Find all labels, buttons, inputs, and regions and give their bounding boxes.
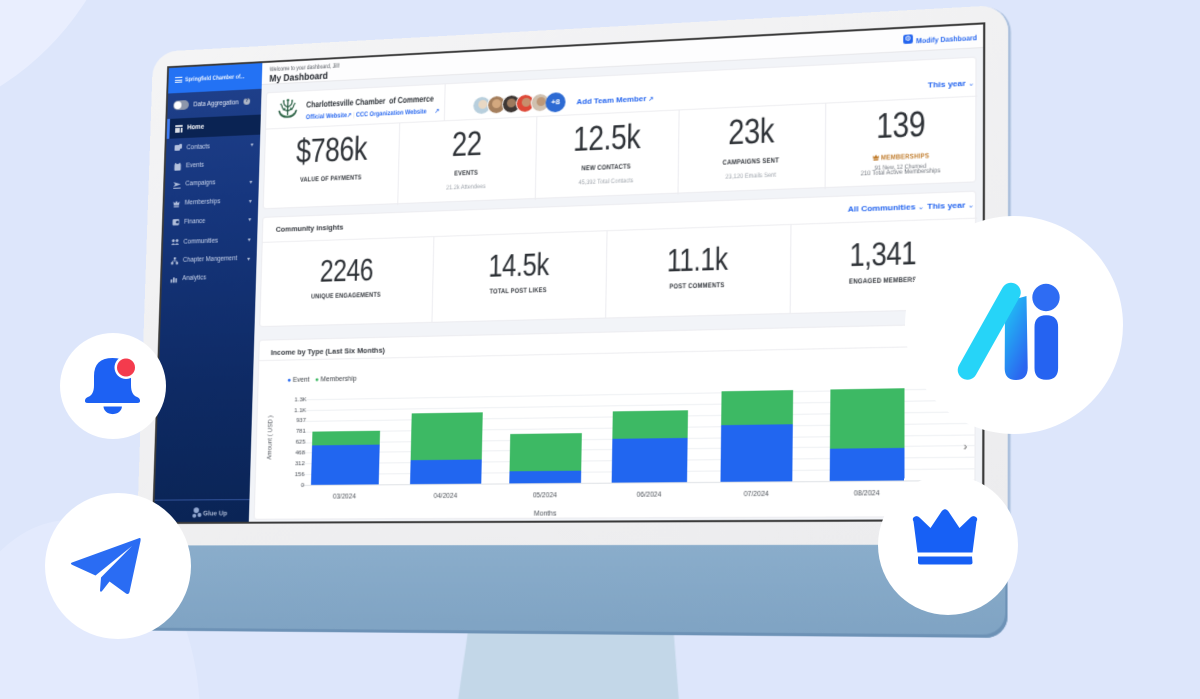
svg-text:Glue Up: Glue Up <box>203 510 228 518</box>
